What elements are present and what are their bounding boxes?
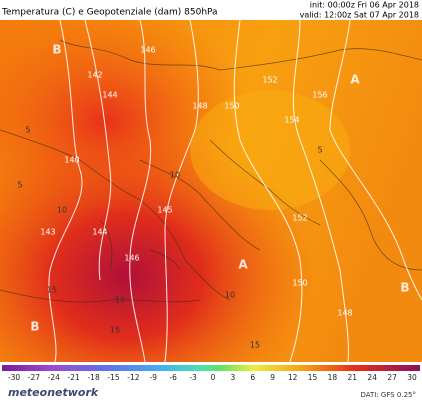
geopotential-label: 150 [292,279,307,288]
geopotential-label: 144 [102,91,117,100]
init-time: init: 00:00z Fri 06 Apr 2018 [310,1,419,10]
colorbar-tick-label: -18 [87,373,99,382]
title: Temperatura (C) e Geopotenziale (dam) 85… [1,8,218,18]
colorbar-tick-label: 21 [348,373,358,382]
map: 140 142 144 146 148 150 152 154 156 143 144 145 146 1… [0,19,422,363]
geopotential-label: 140 [64,156,79,165]
geopotential-label: 150 [224,102,239,111]
colorbar-tick-label: -12 [127,373,139,382]
temperature-label: 10 [57,206,67,215]
header-band [0,0,422,20]
colorbar-tick-label: -3 [189,373,197,382]
geopotential-label: 156 [312,91,327,100]
pressure-center: A [238,258,248,272]
colorbar-tick-label: 27 [387,373,397,382]
geopotential-label: 152 [292,214,307,223]
geopotential-label: 142 [87,71,102,80]
pressure-center: B [30,320,39,334]
brand: meteonetwork [8,386,99,399]
temperature-label: 15 [47,286,57,295]
colorbar-tick-label: 3 [231,373,236,382]
geopotential-label: 145 [157,206,172,215]
colorbar-tick-label: -27 [28,373,40,382]
geopotential-label: 148 [337,309,352,318]
pressure-center: A [350,73,360,87]
pressure-center: B [52,43,61,57]
pressure-center: B [400,281,409,295]
temperature-label: 5 [317,146,322,155]
temperature-label: 5 [17,181,22,190]
colorbar-tick-label: 12 [288,373,298,382]
colorbar-tick-label: -21 [68,373,80,382]
coastlines [0,39,422,303]
colorbar-tick-label: 9 [270,373,275,382]
geopotential-label: 144 [92,228,107,237]
geopotential-label: 148 [192,102,207,111]
valid-time: valid: 12:00z Sat 07 Apr 2018 [300,11,419,20]
geopotential-label: 152 [262,76,277,85]
colorbar-tick-label: 24 [367,373,377,382]
colorbar-tick-label: -9 [150,373,158,382]
source: DATI: GFS 0.25° [360,391,416,399]
colorbar-tick-label: -30 [8,373,20,382]
geopotential-label: 143 [40,228,55,237]
colorbar-tick-label: -24 [48,373,60,382]
temperature-label: 5 [25,126,30,135]
temperature-label: 15 [110,326,120,335]
temperature-label: 10 [225,291,235,300]
geopotential-label: 146 [124,254,139,263]
colorbar-tick-label: -15 [107,373,119,382]
temperature-label: 10 [115,296,125,305]
geopotential-label: 146 [140,46,155,55]
geopotential-label: 154 [284,116,299,125]
contours [48,19,422,363]
colorbar-tick-label: 18 [328,373,338,382]
colorbar-tick-label: 30 [407,373,417,382]
temperature-label: 10 [170,171,180,180]
colorbar [2,365,420,371]
colorbar-tick-label: 0 [211,373,216,382]
colorbar-tick-label: -6 [169,373,177,382]
colorbar-tick-label: 6 [250,373,255,382]
colorbar-tick-label: 15 [308,373,318,382]
temperature-label: 15 [250,341,260,350]
